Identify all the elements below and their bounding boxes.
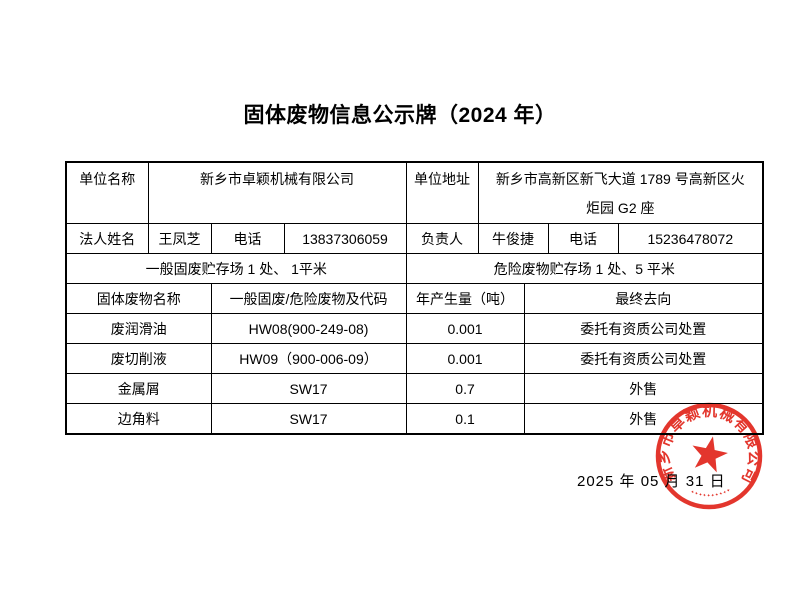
waste-amount: 0.1 bbox=[405, 403, 525, 435]
hazardous-storage-cell: 危险废物贮存场 1 处、5 平米 bbox=[405, 253, 764, 284]
row-persons: 法人姓名 王凤芝 电话 13837306059 负责人 牛俊捷 电话 15236… bbox=[65, 223, 764, 254]
waste-code: HW08(900-249-08) bbox=[210, 313, 407, 344]
waste-row: 废润滑油 HW08(900-249-08) 0.001 委托有资质公司处置 bbox=[65, 313, 764, 344]
waste-row: 边角料 SW17 0.1 外售 bbox=[65, 403, 764, 435]
phone2-label: 电话 bbox=[547, 223, 619, 254]
waste-destination: 外售 bbox=[523, 373, 764, 404]
phone1-value: 13837306059 bbox=[283, 223, 407, 254]
responsible-label: 负责人 bbox=[405, 223, 479, 254]
legal-person-label: 法人姓名 bbox=[65, 223, 149, 254]
seal-ring bbox=[655, 402, 763, 510]
waste-amount: 0.001 bbox=[405, 313, 525, 344]
page-title: 固体废物信息公示牌（2024 年） bbox=[243, 104, 557, 127]
waste-row: 废切削液 HW09（900-006-09） 0.001 委托有资质公司处置 bbox=[65, 343, 764, 374]
unit-name-label: 单位名称 bbox=[65, 161, 149, 224]
general-storage-cell: 一般固废贮存场 1 处、 1平米 bbox=[65, 253, 407, 284]
unit-address-line1: 新乡市高新区新飞大道 1789 号高新区火 bbox=[495, 171, 745, 187]
legal-person-value: 王凤芝 bbox=[147, 223, 212, 254]
phone2-value: 15236478072 bbox=[617, 223, 764, 254]
waste-destination: 委托有资质公司处置 bbox=[523, 313, 764, 344]
waste-name: 废切削液 bbox=[65, 343, 212, 374]
header-waste-name: 固体废物名称 bbox=[65, 283, 212, 314]
unit-address-line2: 炬园 G2 座 bbox=[586, 200, 655, 216]
waste-amount: 0.001 bbox=[405, 343, 525, 374]
row-storage: 一般固废贮存场 1 处、 1平米 危险废物贮存场 1 处、5 平米 bbox=[65, 253, 764, 284]
waste-destination: 委托有资质公司处置 bbox=[523, 343, 764, 374]
unit-address-value: 新乡市高新区新飞大道 1789 号高新区火 炬园 G2 座 bbox=[477, 161, 764, 224]
row-unit: 单位名称 新乡市卓颖机械有限公司 单位地址 新乡市高新区新飞大道 1789 号高… bbox=[65, 161, 764, 224]
waste-info-table: 单位名称 新乡市卓颖机械有限公司 单位地址 新乡市高新区新飞大道 1789 号高… bbox=[65, 161, 765, 435]
waste-code: SW17 bbox=[210, 373, 407, 404]
header-destination: 最终去向 bbox=[523, 283, 764, 314]
star-icon bbox=[692, 436, 728, 473]
company-seal: 新乡市卓颖机械有限公司 ✦✦✦✦✦✦✦✦✦✦✦✦ bbox=[651, 398, 763, 510]
row-headers: 固体废物名称 一般固废/危险废物及代码 年产生量（吨） 最终去向 bbox=[65, 283, 764, 314]
unit-name-value: 新乡市卓颖机械有限公司 bbox=[147, 161, 407, 224]
waste-name: 废润滑油 bbox=[65, 313, 212, 344]
waste-code: HW09（900-006-09） bbox=[210, 343, 407, 374]
header-waste-code: 一般固废/危险废物及代码 bbox=[210, 283, 407, 314]
waste-name: 金属屑 bbox=[65, 373, 212, 404]
issue-date: 2025 年 05 月 31 日 bbox=[577, 473, 726, 490]
responsible-value: 牛俊捷 bbox=[477, 223, 549, 254]
header-annual-amount: 年产生量（吨） bbox=[405, 283, 525, 314]
waste-code: SW17 bbox=[210, 403, 407, 435]
waste-name: 边角料 bbox=[65, 403, 212, 435]
unit-address-label: 单位地址 bbox=[405, 161, 479, 224]
waste-amount: 0.7 bbox=[405, 373, 525, 404]
waste-row: 金属屑 SW17 0.7 外售 bbox=[65, 373, 764, 404]
phone1-label: 电话 bbox=[210, 223, 285, 254]
